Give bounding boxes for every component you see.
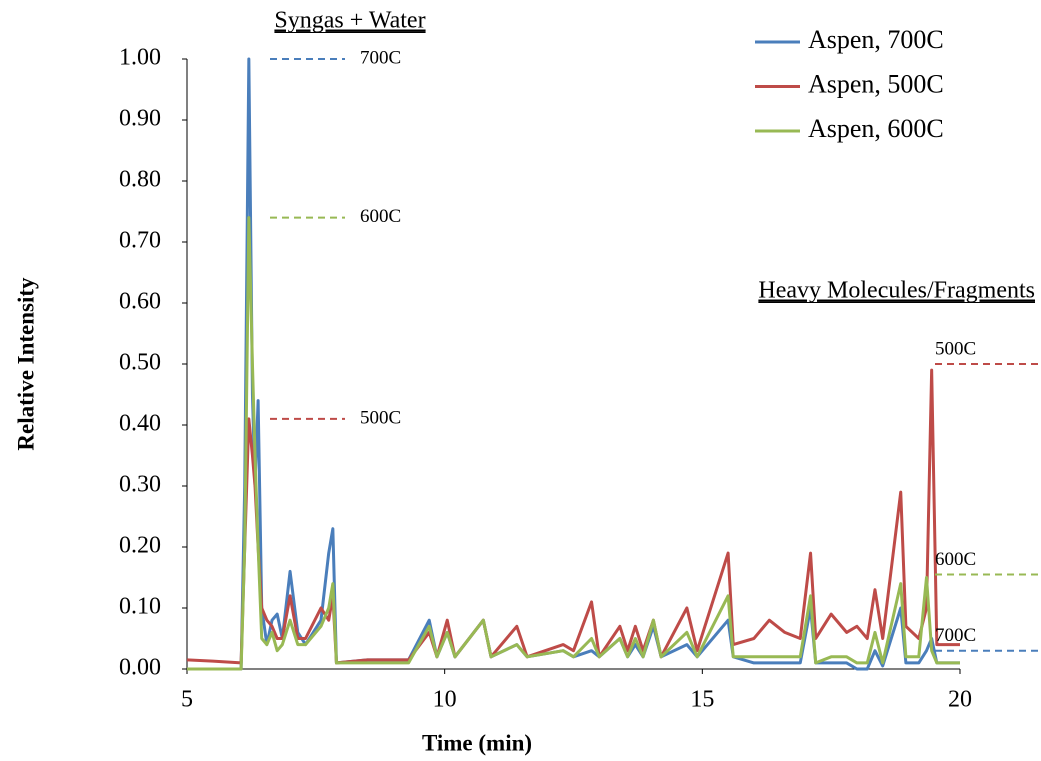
y-tick-label: 0.10 <box>119 594 161 620</box>
x-tick-label: 20 <box>948 687 972 713</box>
legend-label: Aspen, 600C <box>808 114 944 143</box>
reference-label: 500C <box>360 407 401 428</box>
reference-label: 700C <box>360 47 401 68</box>
y-tick-label: 0.00 <box>119 655 161 681</box>
y-tick-label: 0.60 <box>119 289 161 315</box>
series-line <box>187 57 960 671</box>
x-tick-label: 15 <box>690 687 714 713</box>
annotation: Heavy Molecules/Fragments <box>758 278 1035 304</box>
reference-label: 500C <box>935 338 976 359</box>
y-tick-label: 0.20 <box>119 533 161 559</box>
y-tick-label: 0.80 <box>119 167 161 193</box>
reference-label: 600C <box>360 206 401 227</box>
y-tick-label: 0.90 <box>119 106 161 132</box>
y-tick-label: 0.70 <box>119 228 161 254</box>
y-tick-label: 0.30 <box>119 472 161 498</box>
annotation: Syngas + Water <box>274 8 425 34</box>
y-tick-label: 0.50 <box>119 350 161 376</box>
reference-label: 700C <box>935 625 976 646</box>
y-tick-label: 0.40 <box>119 411 161 437</box>
y-axis-title: Relative Intensity <box>13 277 38 451</box>
x-tick-label: 10 <box>433 687 457 713</box>
series-line <box>186 368 960 665</box>
reference-label: 600C <box>935 549 976 570</box>
legend-label: Aspen, 700C <box>808 25 944 54</box>
y-tick-label: 1.00 <box>119 45 161 71</box>
x-tick-label: 5 <box>181 687 193 713</box>
series-line <box>187 216 960 671</box>
x-axis-title: Time (min) <box>422 730 532 755</box>
legend-label: Aspen, 500C <box>808 69 944 98</box>
